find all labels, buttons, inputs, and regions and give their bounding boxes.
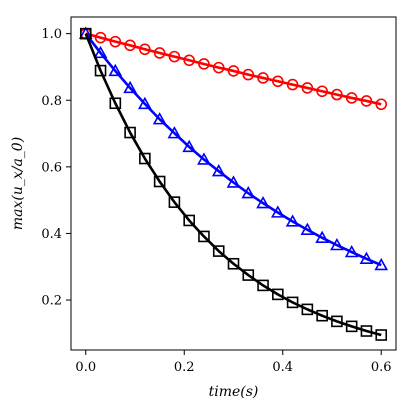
series-3-point-4 [124, 126, 136, 139]
series-1-point-9 [198, 58, 210, 70]
series-2-point-15 [285, 214, 300, 227]
series-1-point-11 [227, 65, 240, 77]
series-2-point-9 [197, 152, 211, 165]
series-1-point-6 [153, 47, 166, 59]
series-3-point-18 [331, 315, 343, 328]
series-3-point-7 [168, 196, 181, 208]
series-3-point-13 [257, 279, 269, 292]
y-axis-label: max(u_x/a_0) [10, 137, 26, 230]
series-2-point-20 [359, 251, 374, 264]
series-2-point-4 [123, 80, 137, 94]
series-1-point-5 [139, 43, 151, 56]
series-3-point-21 [375, 329, 388, 341]
series-1-point-19 [345, 92, 358, 104]
series-2 [78, 26, 389, 271]
series-1-point-16 [301, 82, 314, 94]
axes: 0.0 0.2 0.4 0.6 0.2 0.4 0.6 0.8 1.0 [41, 16, 397, 375]
series-3-point-12 [242, 269, 255, 281]
series-3-point-2 [94, 64, 107, 77]
series-2-point-8 [182, 139, 197, 153]
series-2-point-5 [138, 96, 152, 110]
series-1-point-13 [257, 72, 269, 84]
series-2-point-16 [300, 222, 315, 235]
series-2-point-12 [241, 186, 256, 199]
series-1-point-3 [109, 35, 122, 48]
y-tick-label-3: 0.6 [41, 160, 62, 175]
y-tick-label-5: 1.0 [41, 27, 62, 42]
series-1-line [85, 32, 382, 106]
series-2-point-3 [108, 63, 123, 77]
series-3-point-1 [79, 27, 92, 40]
series-3-point-19 [345, 320, 358, 333]
series-3-point-16 [301, 303, 314, 316]
y-tick-label-4: 0.8 [41, 94, 62, 109]
series-2-point-2 [93, 45, 108, 59]
series-2-point-11 [226, 175, 241, 188]
series-1-point-7 [168, 50, 181, 63]
series-1-point-18 [331, 88, 343, 101]
series-1-point-10 [212, 61, 225, 74]
x-tick-label-3: 0.4 [272, 360, 293, 375]
series-3-point-5 [139, 152, 151, 165]
series-3 [79, 27, 388, 341]
series-1-point-8 [183, 54, 195, 67]
plot-area [78, 26, 389, 341]
series-2-point-21 [374, 257, 389, 271]
series-1-point-14 [272, 75, 284, 88]
series-2-point-6 [152, 112, 167, 125]
series-2-point-19 [344, 244, 359, 258]
series-1-point-12 [242, 68, 255, 81]
series-3-point-3 [109, 97, 122, 110]
series-2-line [84, 32, 382, 267]
series-2-point-7 [167, 126, 182, 139]
y-tick-label-2: 0.4 [41, 227, 62, 242]
series-2-point-10 [211, 164, 226, 177]
series-3-point-11 [227, 257, 240, 270]
series-1-point-17 [316, 85, 328, 98]
x-axis-label: time(s) [209, 384, 259, 400]
x-tick-label-2: 0.2 [174, 360, 195, 375]
series-3-line [84, 33, 382, 337]
series-2-point-18 [330, 237, 344, 251]
series-1-point-2 [94, 31, 107, 44]
series-2-point-14 [270, 205, 285, 218]
series-2-point-17 [315, 230, 329, 243]
x-tick-label-1: 0.0 [75, 360, 96, 375]
series-3-point-20 [360, 325, 373, 337]
series-1-point-20 [360, 95, 373, 107]
x-tick-label-4: 0.6 [371, 360, 392, 375]
series-3-point-8 [183, 214, 195, 227]
series-1-point-15 [286, 78, 299, 91]
series-3-point-10 [212, 245, 225, 257]
series-2-point-13 [256, 196, 270, 209]
series-3-point-6 [153, 175, 166, 188]
plot-frame [70, 16, 397, 351]
series-1-point-21 [375, 98, 388, 111]
series-3-point-14 [272, 288, 284, 301]
series-3-point-17 [316, 309, 328, 322]
y-tick-label-1: 0.2 [41, 294, 62, 309]
series-3-point-15 [286, 296, 299, 309]
series-1-point-4 [124, 39, 136, 52]
series-3-point-9 [198, 230, 210, 243]
series-1 [79, 27, 388, 111]
